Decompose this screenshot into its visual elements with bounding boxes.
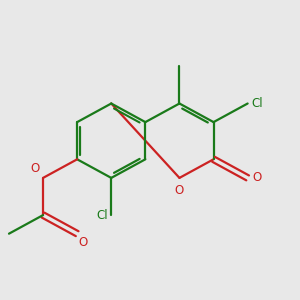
- Text: O: O: [175, 184, 184, 197]
- Text: O: O: [252, 171, 262, 184]
- Text: Cl: Cl: [96, 208, 107, 222]
- Text: O: O: [79, 236, 88, 249]
- Text: O: O: [31, 162, 40, 175]
- Text: Cl: Cl: [251, 97, 263, 110]
